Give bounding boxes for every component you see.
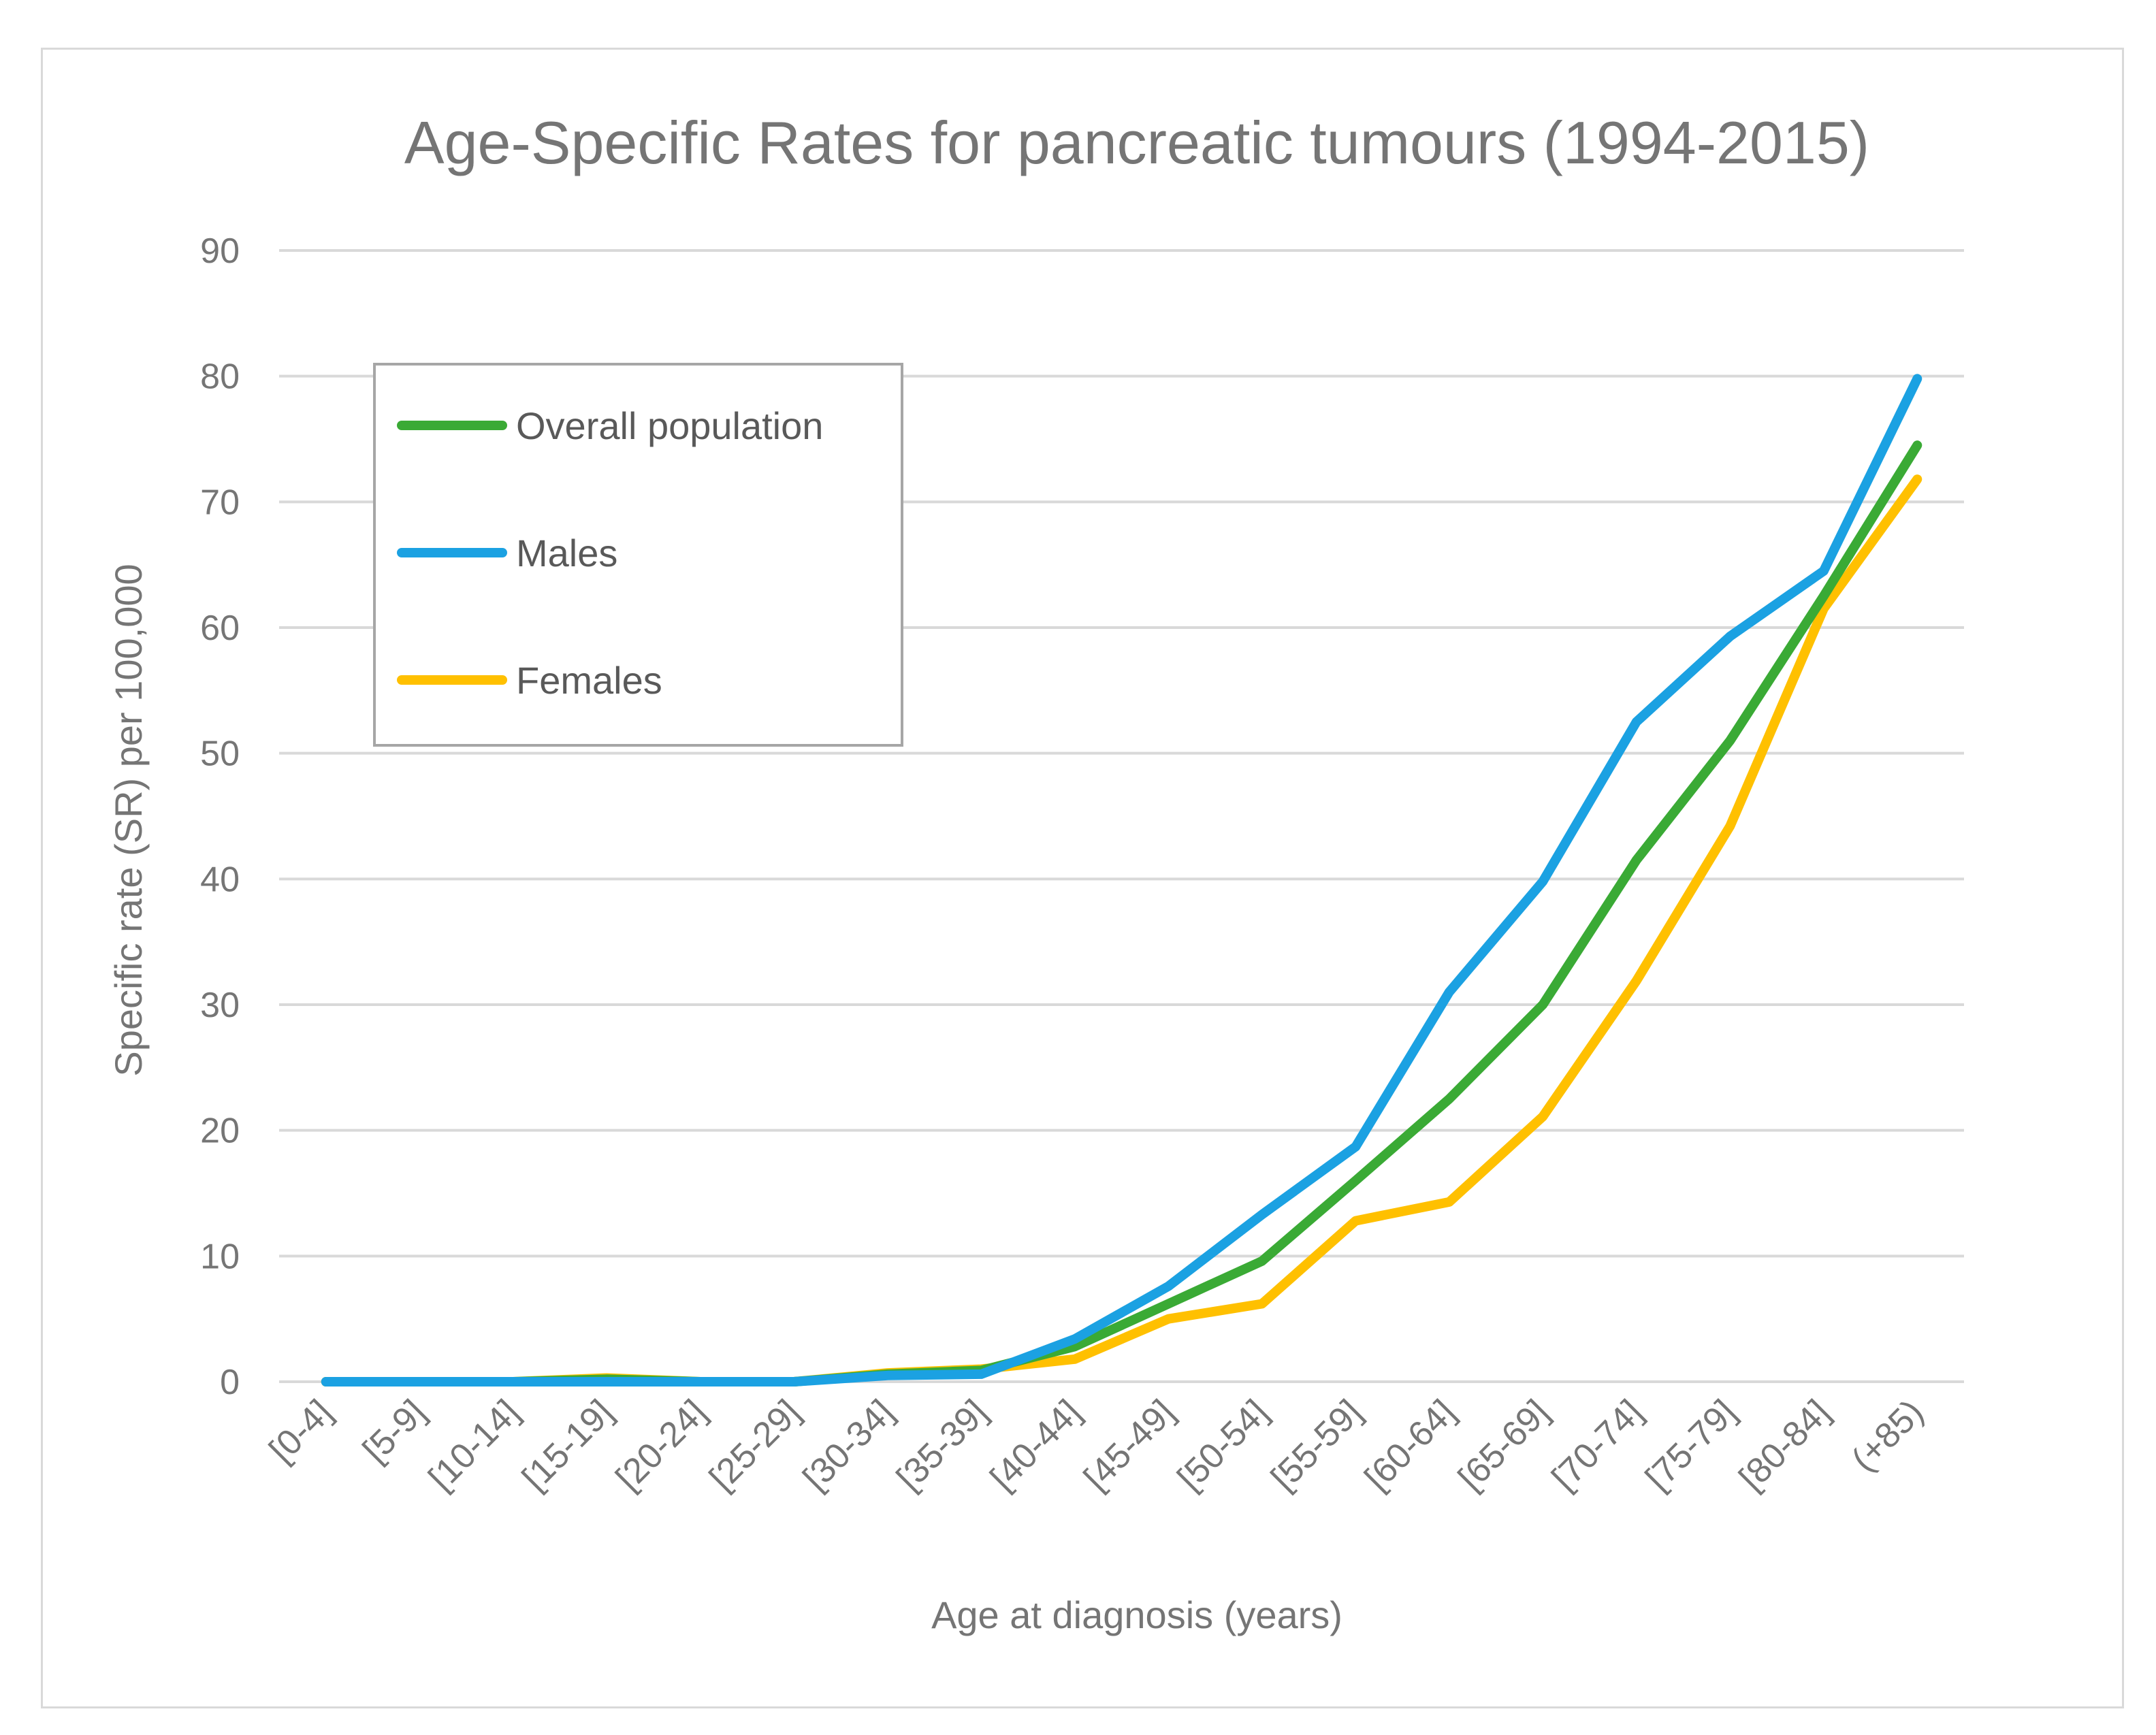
x-tick-label: (+85) — [1844, 1392, 1931, 1479]
legend-label: Females — [516, 659, 662, 702]
chart-title: Age-Specific Rates for pancreatic tumour… — [404, 109, 1869, 176]
x-tick-label: [65-69] — [1451, 1392, 1556, 1497]
x-tick-label: [70-74] — [1545, 1392, 1650, 1497]
y-tick-label: 80 — [200, 357, 240, 397]
legend: Overall population Males Females — [373, 363, 903, 747]
y-tick-label: 60 — [200, 609, 240, 648]
x-tick-label: [10-14] — [421, 1392, 527, 1497]
legend-label: Males — [516, 532, 617, 574]
y-tick-label: 50 — [200, 734, 240, 774]
x-tick-label: [75-79] — [1638, 1392, 1743, 1497]
y-tick-label: 0 — [220, 1363, 240, 1402]
x-tick-label: [45-49] — [1076, 1392, 1182, 1497]
x-tick-label: [40-44] — [983, 1392, 1089, 1497]
x-tick-label: [30-34] — [796, 1392, 901, 1497]
series-lines — [321, 374, 1922, 1387]
y-tick-label: 30 — [200, 986, 240, 1025]
y-tick-label: 40 — [200, 860, 240, 899]
x-tick-label: [25-29] — [702, 1392, 807, 1497]
x-axis-title: Age at diagnosis (years) — [931, 1593, 1342, 1636]
x-tick-label: [15-19] — [515, 1392, 620, 1497]
x-tick-label: [55-59] — [1264, 1392, 1369, 1497]
x-tick-label: [35-39] — [889, 1392, 995, 1497]
legend-label: Overall population — [516, 404, 823, 447]
y-tick-label: 70 — [200, 483, 240, 522]
y-axis-title: Specific rate (SR) per 100,000 — [107, 564, 150, 1076]
y-tick-label: 20 — [200, 1112, 240, 1151]
x-tick-label: [0-4] — [262, 1392, 340, 1470]
x-tick-label: [60-64] — [1357, 1392, 1463, 1497]
y-tick-label: 10 — [200, 1237, 240, 1276]
series-line-males — [321, 374, 1922, 1387]
x-axis-ticks: [0-4] [5-9][10-14][15-19][20-24][25-29][3… — [262, 1392, 1931, 1497]
x-tick-label: [5-9] — [355, 1392, 434, 1470]
x-tick-label: [20-24] — [609, 1392, 714, 1497]
y-axis-ticks: 0 10 20 30 40 50 60 70 80 90 — [200, 231, 240, 1402]
y-tick-label: 90 — [200, 231, 240, 271]
x-tick-label: [80-84] — [1732, 1392, 1837, 1497]
x-tick-label: [50-54] — [1170, 1392, 1276, 1497]
